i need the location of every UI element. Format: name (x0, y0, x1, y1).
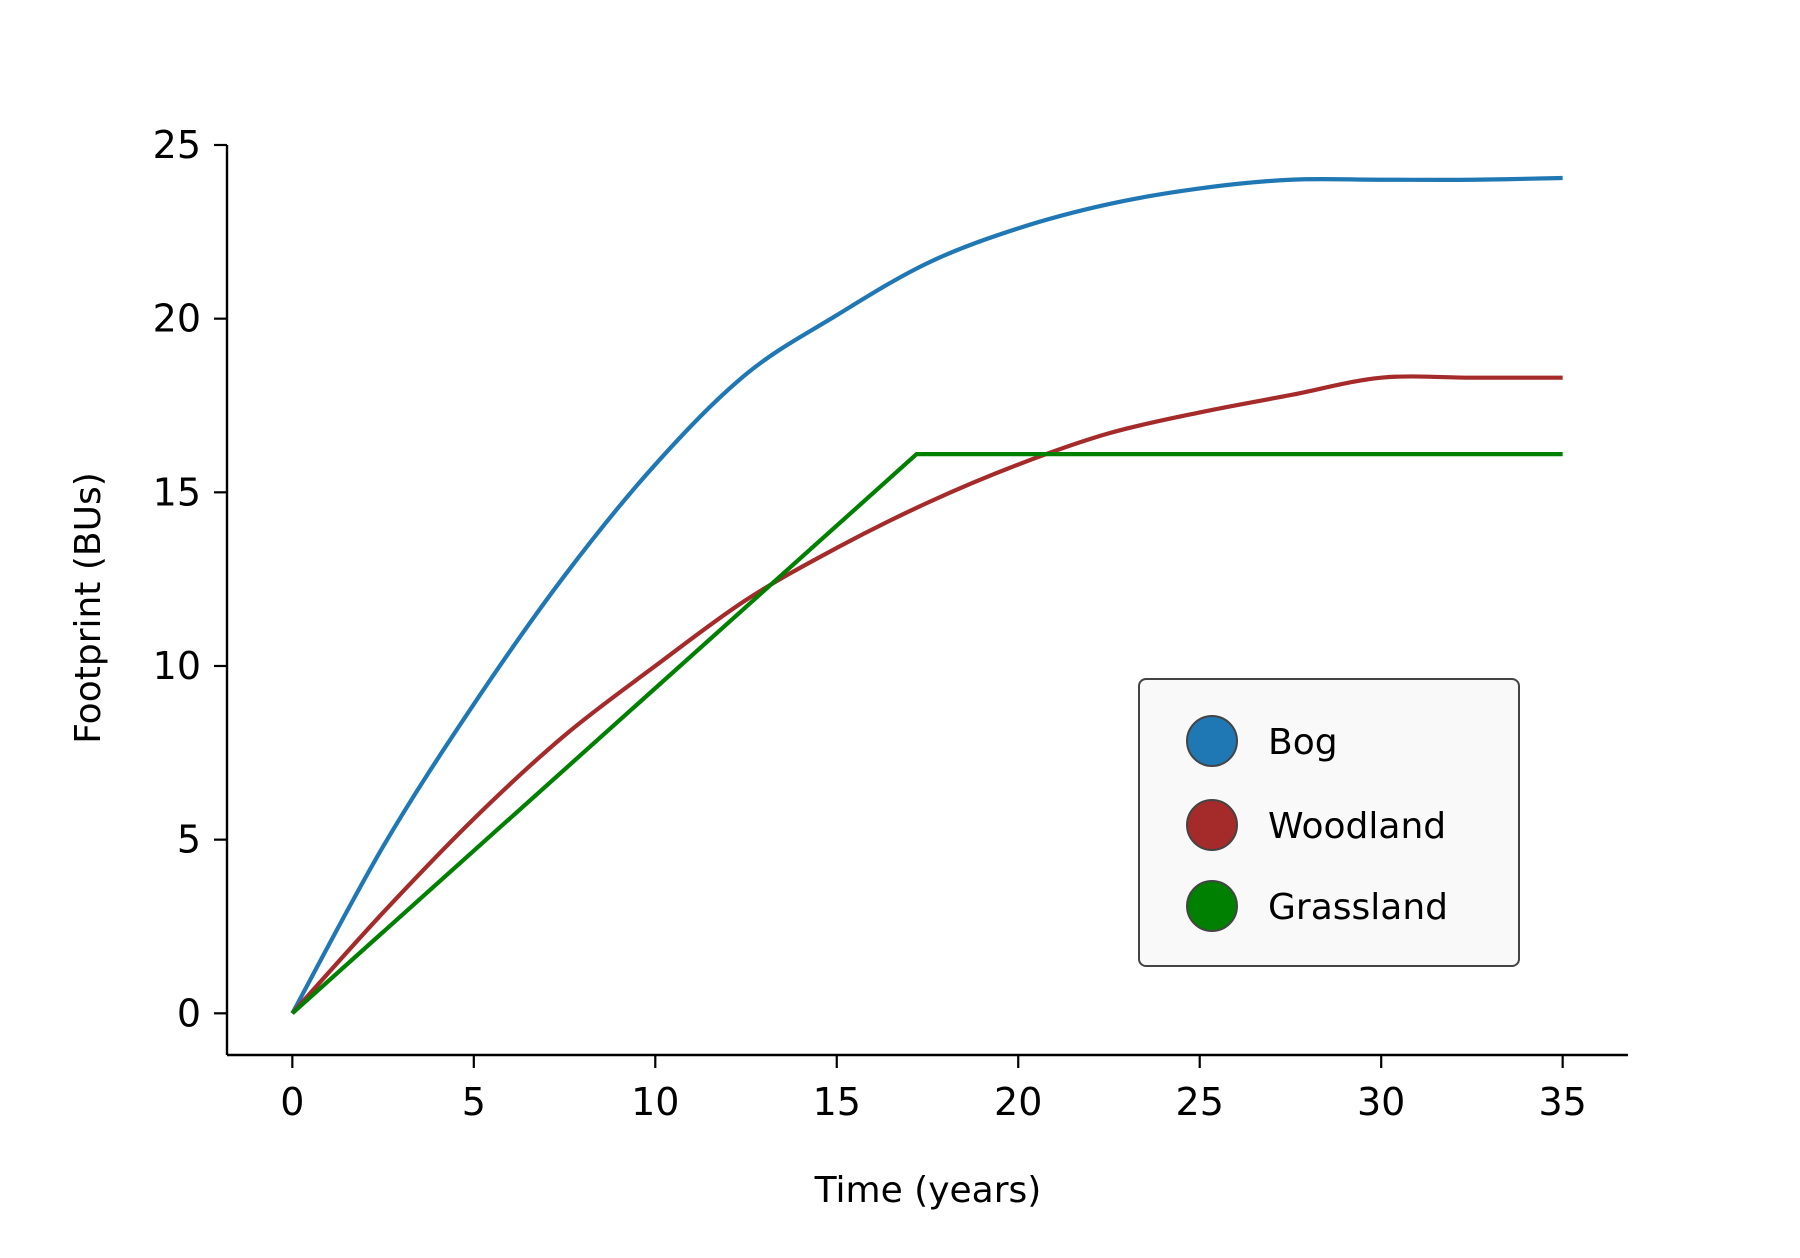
y-tick-label: 10 (153, 644, 201, 688)
y-axis-label: Footprint (BUs) (68, 472, 109, 744)
series-line-grassland (290, 452, 1563, 1015)
x-tick-label: 35 (1538, 1080, 1586, 1124)
x-ticks: 0 5 10 15 20 25 30 35 (280, 1055, 1587, 1124)
plot-area (290, 175, 1563, 1015)
y-tick-label: 0 (177, 991, 201, 1035)
legend-marker-bog (1186, 715, 1238, 767)
legend-label-grassland: Grassland (1268, 887, 1448, 928)
x-tick-label: 5 (462, 1080, 486, 1124)
x-tick-label: 20 (994, 1080, 1042, 1124)
legend: Bog Woodland Grassland (1138, 678, 1520, 967)
series-line-bog (290, 175, 1563, 1015)
y-ticks: 0 5 10 15 20 25 (153, 123, 227, 1035)
legend-marker-grassland (1186, 880, 1238, 932)
x-tick-label: 0 (280, 1080, 304, 1124)
y-tick-label: 25 (153, 123, 201, 167)
x-tick-label: 30 (1357, 1080, 1405, 1124)
y-tick-label: 5 (177, 818, 201, 862)
legend-label-woodland: Woodland (1268, 806, 1446, 847)
legend-marker-woodland (1186, 799, 1238, 851)
axes (225, 145, 1628, 1057)
y-tick-label: 20 (153, 297, 201, 341)
legend-label-bog: Bog (1268, 722, 1338, 763)
x-tick-label: 10 (631, 1080, 679, 1124)
x-tick-label: 15 (813, 1080, 861, 1124)
series-line-woodland (290, 374, 1563, 1015)
x-axis-label: Time (years) (814, 1170, 1042, 1211)
y-tick-label: 15 (153, 470, 201, 514)
x-tick-label: 25 (1176, 1080, 1224, 1124)
